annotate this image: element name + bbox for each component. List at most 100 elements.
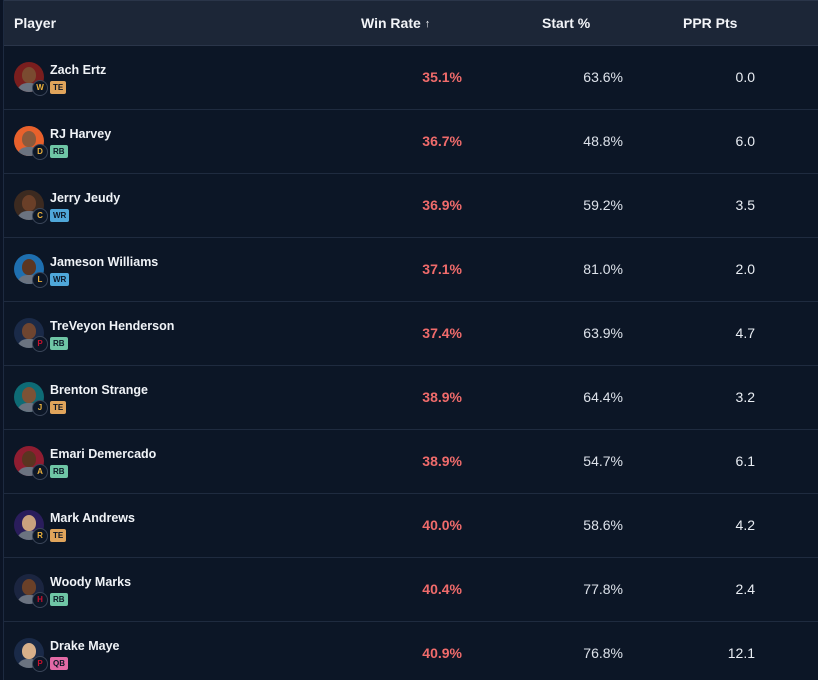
ppr-pts-value: 4.7 <box>735 325 755 341</box>
player-name[interactable]: Brenton Strange <box>50 383 148 397</box>
start-pct-value: 59.2% <box>583 197 623 213</box>
column-header-win-rate[interactable]: Win Rate ↑ <box>361 1 430 45</box>
position-badge: TE <box>50 529 67 542</box>
table-row[interactable]: J Brenton Strange TE 38.9% 64.4% 3.2 <box>4 366 818 430</box>
win-rate-value: 40.0% <box>422 517 462 533</box>
position-badge: WR <box>50 273 70 286</box>
sort-ascending-icon: ↑ <box>424 18 431 30</box>
position-badge: RB <box>50 337 68 350</box>
win-rate-value: 38.9% <box>422 453 462 469</box>
avatar-body <box>17 275 41 284</box>
broncos-logo-icon: D <box>32 144 48 160</box>
win-rate-value: 37.1% <box>422 261 462 277</box>
win-rate-value: 37.4% <box>422 325 462 341</box>
avatar-face <box>22 259 36 275</box>
avatar-face <box>22 131 36 147</box>
player-name[interactable]: Zach Ertz <box>50 63 107 77</box>
ppr-pts-value: 4.2 <box>735 517 755 533</box>
win-rate-value: 35.1% <box>422 69 462 85</box>
patriots-logo-icon: P <box>32 656 48 672</box>
avatar-body <box>17 467 41 476</box>
win-rate-value: 40.9% <box>422 645 462 661</box>
player-name[interactable]: Emari Demercado <box>50 447 157 461</box>
position-badge: TE <box>50 401 67 414</box>
table-row[interactable]: R Mark Andrews TE 40.0% 58.6% 4.2 <box>4 494 818 558</box>
avatar-body <box>17 403 41 412</box>
jaguars-logo-icon: J <box>32 400 48 416</box>
position-badge: RB <box>50 593 68 606</box>
avatar-body <box>17 211 41 220</box>
player-avatar[interactable] <box>14 62 44 92</box>
column-header-start-pct[interactable]: Start % <box>542 15 591 31</box>
table-body: W Zach Ertz TE 35.1% 63.6% 0.0 D RJ Harvey RB 36.… <box>4 46 818 680</box>
table-header: Player Win Rate ↑ Start % PPR Pts <box>4 0 818 46</box>
ppr-pts-value: 2.4 <box>735 581 755 597</box>
column-header-player[interactable]: Player <box>14 15 57 31</box>
avatar-body <box>17 595 41 604</box>
start-pct-value: 76.8% <box>583 645 623 661</box>
table-row[interactable]: P Drake Maye QB 40.9% 76.8% 12.1 <box>4 622 818 680</box>
avatar-body <box>17 147 41 156</box>
player-name[interactable]: RJ Harvey <box>50 127 112 141</box>
avatar-body <box>17 659 41 668</box>
lions-logo-icon: L <box>32 272 48 288</box>
table-row[interactable]: D RJ Harvey RB 36.7% 48.8% 6.0 <box>4 110 818 174</box>
ppr-pts-value: 3.2 <box>735 389 755 405</box>
start-pct-value: 63.6% <box>583 69 623 85</box>
player-name[interactable]: Jameson Williams <box>50 255 159 269</box>
ppr-pts-value: 12.1 <box>727 645 755 661</box>
start-pct-value: 63.9% <box>583 325 623 341</box>
win-rate-value: 40.4% <box>422 581 462 597</box>
player-name[interactable]: Mark Andrews <box>50 511 135 525</box>
win-rate-value: 36.9% <box>422 197 462 213</box>
column-header-ppr-pts[interactable]: PPR Pts <box>683 15 738 31</box>
start-pct-value: 81.0% <box>583 261 623 277</box>
start-pct-value: 54.7% <box>583 453 623 469</box>
avatar-face <box>22 579 36 595</box>
table-row[interactable]: H Woody Marks RB 40.4% 77.8% 2.4 <box>4 558 818 622</box>
ppr-pts-value: 6.1 <box>735 453 755 469</box>
avatar-face <box>22 387 36 403</box>
ppr-pts-value: 3.5 <box>735 197 755 213</box>
start-pct-value: 77.8% <box>583 581 623 597</box>
position-badge: RB <box>50 145 68 158</box>
position-badge: TE <box>50 81 67 94</box>
player-name[interactable]: Drake Maye <box>50 639 120 653</box>
start-pct-value: 48.8% <box>583 133 623 149</box>
avatar-face <box>22 195 36 211</box>
player-avatar[interactable] <box>14 382 44 412</box>
avatar-face <box>22 515 36 531</box>
avatar-face <box>22 323 36 339</box>
start-pct-value: 64.4% <box>583 389 623 405</box>
ravens-logo-icon: R <box>32 528 48 544</box>
player-name[interactable]: Jerry Jeudy <box>50 191 121 205</box>
commanders-logo-icon: W <box>32 80 48 96</box>
ppr-pts-value: 6.0 <box>735 133 755 149</box>
position-badge: WR <box>50 209 70 222</box>
browns-logo-icon: C <box>32 208 48 224</box>
win-rate-value: 38.9% <box>422 389 462 405</box>
avatar-face <box>22 451 36 467</box>
position-badge: RB <box>50 465 68 478</box>
avatar-body <box>17 531 41 540</box>
ppr-pts-value: 0.0 <box>735 69 755 85</box>
win-rate-label: Win Rate <box>361 15 421 31</box>
table-row[interactable]: L Jameson Williams WR 37.1% 81.0% 2.0 <box>4 238 818 302</box>
cardinals-logo-icon: A <box>32 464 48 480</box>
patriots-logo-icon: P <box>32 336 48 352</box>
start-pct-value: 58.6% <box>583 517 623 533</box>
avatar-face <box>22 67 36 83</box>
table-row[interactable]: C Jerry Jeudy WR 36.9% 59.2% 3.5 <box>4 174 818 238</box>
avatar-body <box>17 83 41 92</box>
texans-logo-icon: H <box>32 592 48 608</box>
win-rate-value: 36.7% <box>422 133 462 149</box>
table-row[interactable]: W Zach Ertz TE 35.1% 63.6% 0.0 <box>4 46 818 110</box>
player-name[interactable]: Woody Marks <box>50 575 132 589</box>
avatar-body <box>17 339 41 348</box>
table-row[interactable]: A Emari Demercado RB 38.9% 54.7% 6.1 <box>4 430 818 494</box>
players-table: Player Win Rate ↑ Start % PPR Pts W Zach E… <box>3 0 818 680</box>
position-badge: QB <box>50 657 68 670</box>
player-name[interactable]: TreVeyon Henderson <box>50 319 175 333</box>
avatar-face <box>22 643 36 659</box>
table-row[interactable]: P TreVeyon Henderson RB 37.4% 63.9% 4.7 <box>4 302 818 366</box>
